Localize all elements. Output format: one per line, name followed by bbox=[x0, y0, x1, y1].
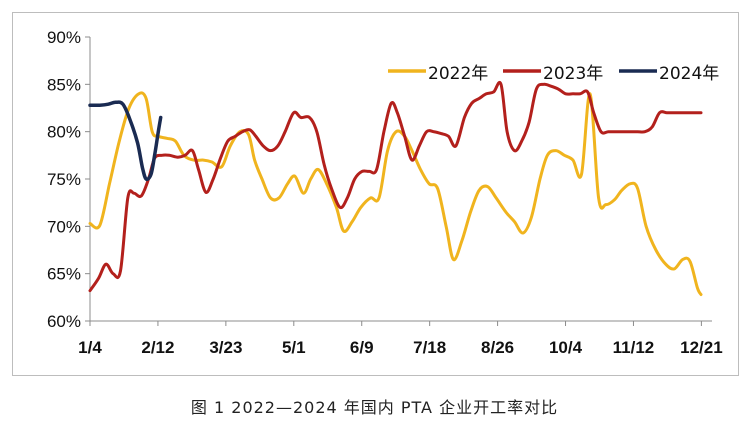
line-chart: 90% 85% 80% 75% 70% 65% 60% 1/4 2/12 3/23 5/1 6/9 7… bbox=[47, 28, 723, 357]
x-tick-label: 10/4 bbox=[549, 338, 583, 357]
legend-label-3: 2024年 bbox=[659, 64, 719, 84]
y-tick-label: 60% bbox=[47, 312, 81, 331]
legend-label-1: 2022年 bbox=[428, 64, 488, 84]
x-axis-tick-labels: 1/4 2/12 3/23 5/1 6/9 7/18 8/26 10/4 11/12 12/21 bbox=[78, 338, 722, 357]
x-tick-label: 12/21 bbox=[680, 338, 723, 357]
y-tick-label: 75% bbox=[47, 170, 81, 189]
y-tick-label: 80% bbox=[47, 123, 81, 142]
series-lines bbox=[88, 80, 703, 296]
legend-label-2: 2023年 bbox=[543, 64, 603, 84]
series-line-2 bbox=[88, 80, 703, 293]
y-tick-label: 85% bbox=[47, 75, 81, 94]
y-tick-label: 65% bbox=[47, 265, 81, 284]
x-tick-label: 1/4 bbox=[78, 338, 102, 357]
y-tick-label: 90% bbox=[47, 28, 81, 47]
x-tick-label: 8/26 bbox=[481, 338, 514, 357]
x-tick-label: 7/18 bbox=[413, 338, 446, 357]
figure-caption: 图 1 2022—2024 年国内 PTA 企业开工率对比 bbox=[190, 398, 559, 417]
series-line-1 bbox=[88, 91, 703, 296]
x-tick-label: 2/12 bbox=[141, 338, 174, 357]
series-line-3 bbox=[88, 100, 163, 182]
x-tick-label: 5/1 bbox=[282, 338, 306, 357]
chart-frame: 90% 85% 80% 75% 70% 65% 60% 1/4 2/12 3/23 5/1 6/9 7… bbox=[12, 12, 739, 376]
y-axis-tick-labels: 90% 85% 80% 75% 70% 65% 60% bbox=[47, 28, 81, 331]
x-tick-label: 6/9 bbox=[350, 338, 374, 357]
legend: 2022年 2023年 2024年 bbox=[388, 64, 719, 84]
chart-axes bbox=[85, 36, 712, 326]
y-tick-label: 70% bbox=[47, 217, 81, 236]
x-tick-label: 3/23 bbox=[209, 338, 242, 357]
x-tick-label: 11/12 bbox=[613, 338, 655, 357]
